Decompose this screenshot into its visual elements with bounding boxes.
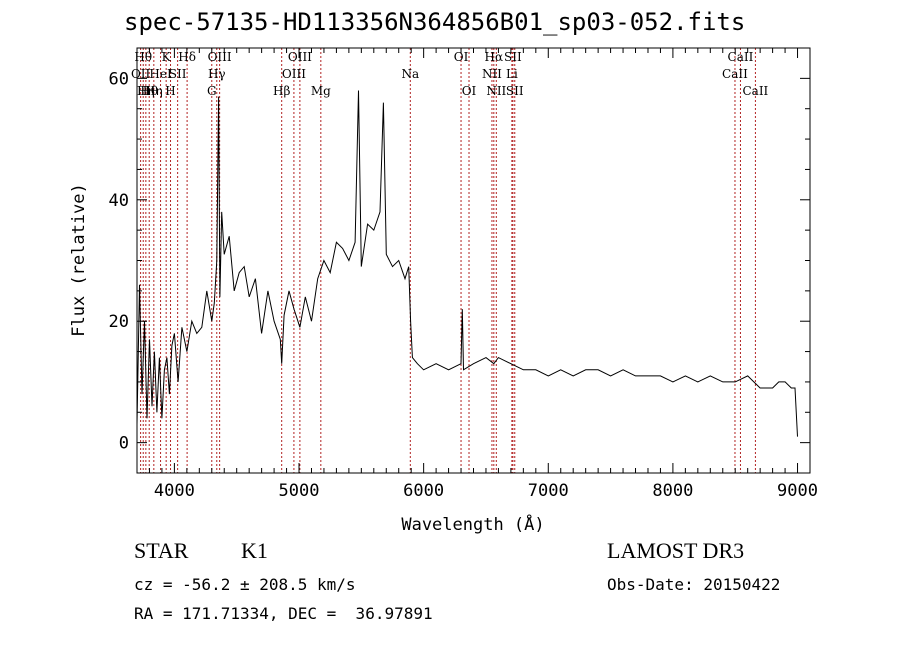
line-marker-label: Hα bbox=[485, 50, 504, 64]
y-tick-label: 0 bbox=[119, 434, 129, 454]
x-tick-label: 9000 bbox=[777, 481, 818, 501]
line-marker-label: CaII bbox=[742, 84, 768, 98]
line-marker-label: SII bbox=[169, 67, 187, 81]
line-marker-label: OIII bbox=[282, 67, 306, 81]
x-tick-label: 8000 bbox=[652, 481, 693, 501]
x-tick-label: 4000 bbox=[154, 481, 195, 501]
sky-coordinates: RA = 171.71334, DEC = 36.97891 bbox=[134, 604, 433, 623]
line-marker-label: Hη bbox=[145, 84, 163, 98]
line-marker-label: CaII bbox=[722, 67, 748, 81]
y-tick-label: 40 bbox=[109, 191, 129, 211]
line-markers bbox=[140, 48, 756, 473]
line-marker-label: Li bbox=[506, 67, 518, 81]
line-marker-label: K bbox=[162, 50, 172, 64]
y-tick-label: 20 bbox=[109, 312, 129, 332]
spectrum-line bbox=[136, 90, 798, 437]
line-marker-label: CaII bbox=[728, 50, 754, 64]
line-marker-label: G bbox=[207, 84, 217, 98]
line-marker-label: NII bbox=[482, 67, 502, 81]
chart-title: spec-57135-HD113356N364856B01_sp03-052.f… bbox=[124, 8, 746, 36]
x-axis-ticks: 4000 5000 6000 7000 8000 9000 bbox=[136, 48, 818, 501]
y-tick-label: 60 bbox=[109, 69, 129, 89]
line-marker-label: HeI bbox=[149, 67, 172, 81]
line-marker-label: H bbox=[165, 84, 175, 98]
x-tick-label: 5000 bbox=[279, 481, 320, 501]
x-tick-label: 6000 bbox=[403, 481, 444, 501]
line-marker-label: OII bbox=[131, 67, 151, 81]
line-marker-label: OIII bbox=[208, 50, 232, 64]
line-marker-label: OIII bbox=[288, 50, 312, 64]
line-marker-labels: OIIHθHηHθHηHeIKHSIIHδGHγOIIIHβOIIIOIIIMg… bbox=[131, 50, 769, 98]
line-marker-label: Hη bbox=[137, 84, 155, 98]
x-axis-label: Wavelength (Å) bbox=[401, 513, 544, 535]
line-marker-label: Mg bbox=[311, 84, 331, 98]
line-marker-label: Hβ bbox=[273, 84, 290, 98]
subclass: K1 bbox=[241, 538, 268, 563]
line-marker-label: Na bbox=[401, 67, 419, 81]
line-marker-label: SII bbox=[506, 84, 524, 98]
x-tick-label: 7000 bbox=[528, 481, 569, 501]
y-axis-ticks: 0 20 40 60 bbox=[109, 69, 810, 454]
line-marker-label: Hγ bbox=[208, 67, 226, 81]
plot-frame bbox=[136, 47, 811, 474]
survey-name: LAMOST DR3 bbox=[607, 538, 745, 563]
line-marker-label: OI bbox=[462, 84, 477, 98]
class-type: STAR bbox=[134, 538, 189, 563]
line-marker-label: Hδ bbox=[178, 50, 196, 64]
redshift-velocity: cz = -56.2 ± 208.5 km/s bbox=[134, 575, 356, 594]
y-axis-label: Flux (relative) bbox=[69, 183, 89, 337]
line-marker-label: NII bbox=[486, 84, 506, 98]
line-marker-label: Hθ bbox=[134, 50, 152, 64]
line-marker-label: SII bbox=[504, 50, 522, 64]
observation-date: Obs-Date: 20150422 bbox=[607, 575, 781, 594]
line-marker-label: Hθ bbox=[140, 84, 158, 98]
line-marker-label: OI bbox=[454, 50, 469, 64]
